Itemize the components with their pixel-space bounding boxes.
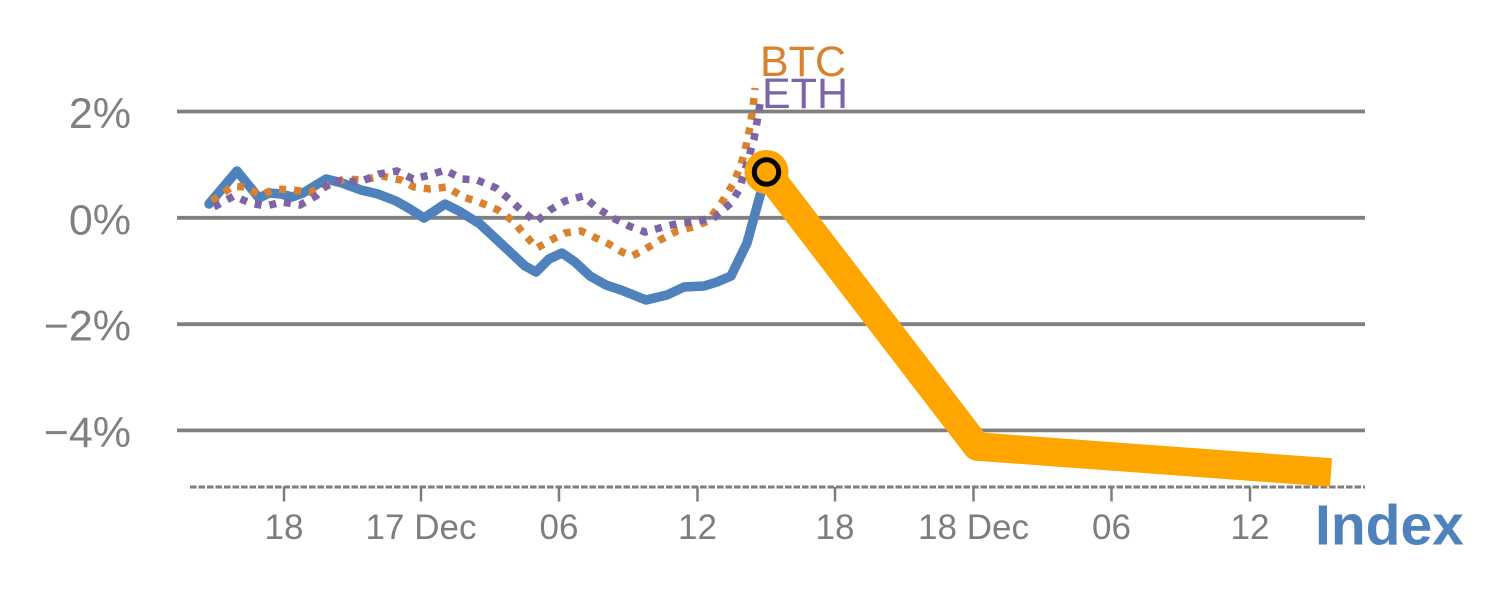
svg-text:12: 12 — [678, 508, 717, 547]
svg-text:06: 06 — [1092, 508, 1131, 547]
svg-text:0%: 0% — [69, 196, 131, 244]
svg-text:18: 18 — [265, 508, 304, 547]
svg-text:06: 06 — [540, 508, 579, 547]
svg-text:17 Dec: 17 Dec — [366, 508, 477, 547]
svg-text:2%: 2% — [69, 90, 131, 138]
svg-text:18 Dec: 18 Dec — [918, 508, 1029, 547]
svg-text:−2%: −2% — [44, 303, 131, 351]
svg-text:ETH: ETH — [762, 70, 848, 118]
svg-text:−4%: −4% — [44, 409, 131, 457]
svg-text:Index: Index — [1315, 494, 1464, 558]
svg-text:18: 18 — [816, 508, 855, 547]
svg-text:12: 12 — [1231, 508, 1270, 547]
svg-text:BTC: BTC — [760, 38, 846, 86]
